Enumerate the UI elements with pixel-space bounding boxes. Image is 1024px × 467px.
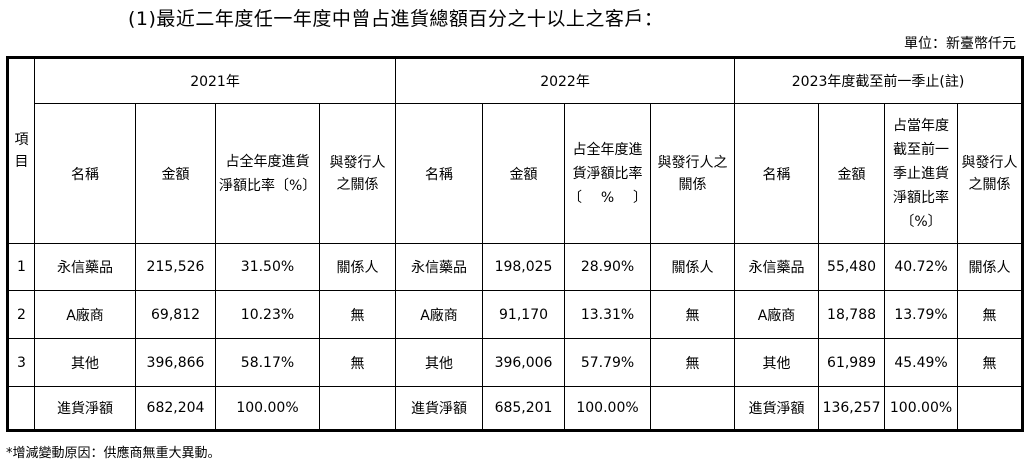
supplier-ratio: 57.79% — [564, 338, 652, 387]
name-header-2021: 名稱 — [34, 103, 136, 244]
total-label: 進貨淨額 — [34, 386, 136, 431]
supplier-relation: 無 — [318, 338, 397, 387]
name-header-2022: 名稱 — [395, 103, 484, 244]
supplier-name: A廠商 — [734, 290, 820, 339]
row-index: 3 — [7, 338, 35, 387]
year-2023-header: 2023年度截至前一季止(註) — [734, 57, 1024, 104]
relation-header-2022: 與發行人之關係 — [650, 103, 736, 244]
supplier-ratio: 28.90% — [564, 243, 652, 291]
supplier-ratio: 40.72% — [884, 243, 959, 291]
amount-header-2021: 金額 — [135, 103, 216, 244]
total-relation — [957, 386, 1024, 431]
column-header-row: 名稱 金額 占全年度進貨淨額比率〔%〕 與發行人之關係 名稱 金額 占全年度進貨… — [8, 103, 1024, 244]
supplier-ratio: 10.23% — [215, 290, 320, 339]
supplier-name: 其他 — [395, 338, 484, 387]
supplier-amount: 18,788 — [818, 290, 886, 339]
supplier-amount: 91,170 — [482, 290, 566, 339]
index-header-text: 項目 — [14, 132, 29, 170]
supplier-amount: 198,025 — [482, 243, 566, 291]
total-relation — [318, 386, 397, 431]
year-header-row: 項目 2021年 2022年 2023年度截至前一季止(註) — [7, 57, 1024, 244]
supplier-table: 項目 2021年 2022年 2023年度截至前一季止(註) 名稱 金額 占全年… — [6, 56, 1024, 432]
supplier-name: 永信藥品 — [395, 243, 484, 291]
supplier-ratio: 13.31% — [564, 290, 652, 339]
table-row: 3 其他 396,866 58.17% 無 其他 396,006 57.79% … — [7, 338, 1024, 387]
total-ratio: 100.00% — [564, 386, 652, 431]
ratio-header-2022: 占全年度進貨淨額比率〔%〕 — [564, 103, 652, 244]
page-title: (1)最近二年度任一年度中曾占進貨總額百分之十以上之客戶： — [128, 8, 664, 30]
total-label: 進貨淨額 — [395, 386, 484, 431]
index-header: 項目 — [7, 57, 35, 244]
total-amount: 682,204 — [135, 386, 216, 431]
year-2022-header: 2022年 — [395, 57, 736, 104]
year-2021-header: 2021年 — [33, 57, 397, 104]
supplier-relation: 無 — [957, 290, 1024, 339]
total-amount: 685,201 — [482, 386, 566, 431]
supplier-relation: 關係人 — [957, 243, 1024, 291]
table-row: 1 永信藥品 215,526 31.50% 關係人 永信藥品 198,025 2… — [7, 243, 1024, 291]
supplier-amount: 55,480 — [818, 243, 886, 291]
supplier-relation: 關係人 — [650, 243, 736, 291]
relation-header-2021: 與發行人之關係 — [318, 103, 397, 244]
total-ratio: 100.00% — [215, 386, 320, 431]
supplier-relation: 無 — [957, 338, 1024, 387]
supplier-relation: 無 — [650, 290, 736, 339]
supplier-name: 永信藥品 — [34, 243, 136, 291]
supplier-name: 永信藥品 — [734, 243, 820, 291]
amount-header-2022: 金額 — [482, 103, 566, 244]
ratio-header-2023: 占當年度截至前一季止進貨淨額比率〔%〕 — [884, 103, 959, 244]
row-index: 1 — [7, 243, 35, 291]
footnote: *增減變動原因：供應商無重大異動。 — [6, 446, 221, 461]
supplier-amount: 61,989 — [818, 338, 886, 387]
supplier-amount: 396,006 — [482, 338, 566, 387]
supplier-ratio: 45.49% — [884, 338, 959, 387]
total-label: 進貨淨額 — [734, 386, 820, 431]
total-relation — [650, 386, 736, 431]
amount-header-2023: 金額 — [818, 103, 886, 244]
supplier-relation: 關係人 — [318, 243, 397, 291]
supplier-amount: 396,866 — [135, 338, 216, 387]
row-index: 2 — [7, 290, 35, 339]
total-ratio: 100.00% — [884, 386, 959, 431]
unit-label: 單位：新臺幣仟元 — [904, 36, 1016, 52]
supplier-ratio: 31.50% — [215, 243, 320, 291]
name-header-2023: 名稱 — [734, 103, 820, 244]
ratio-header-2021: 占全年度進貨淨額比率〔%〕 — [215, 103, 320, 244]
table-row: 2 A廠商 69,812 10.23% 無 A廠商 91,170 13.31% … — [7, 290, 1024, 339]
row-index — [7, 386, 35, 431]
supplier-relation: 無 — [318, 290, 397, 339]
supplier-relation: 無 — [650, 338, 736, 387]
total-amount: 136,257 — [818, 386, 886, 431]
supplier-ratio: 13.79% — [884, 290, 959, 339]
supplier-ratio: 58.17% — [215, 338, 320, 387]
supplier-amount: 215,526 — [135, 243, 216, 291]
supplier-name: A廠商 — [395, 290, 484, 339]
supplier-name: A廠商 — [34, 290, 136, 339]
supplier-amount: 69,812 — [135, 290, 216, 339]
total-row: 進貨淨額 682,204 100.00% 進貨淨額 685,201 100.00… — [7, 386, 1024, 431]
supplier-name: 其他 — [734, 338, 820, 387]
supplier-name: 其他 — [34, 338, 136, 387]
relation-header-2023: 與發行人之關係 — [957, 103, 1024, 244]
